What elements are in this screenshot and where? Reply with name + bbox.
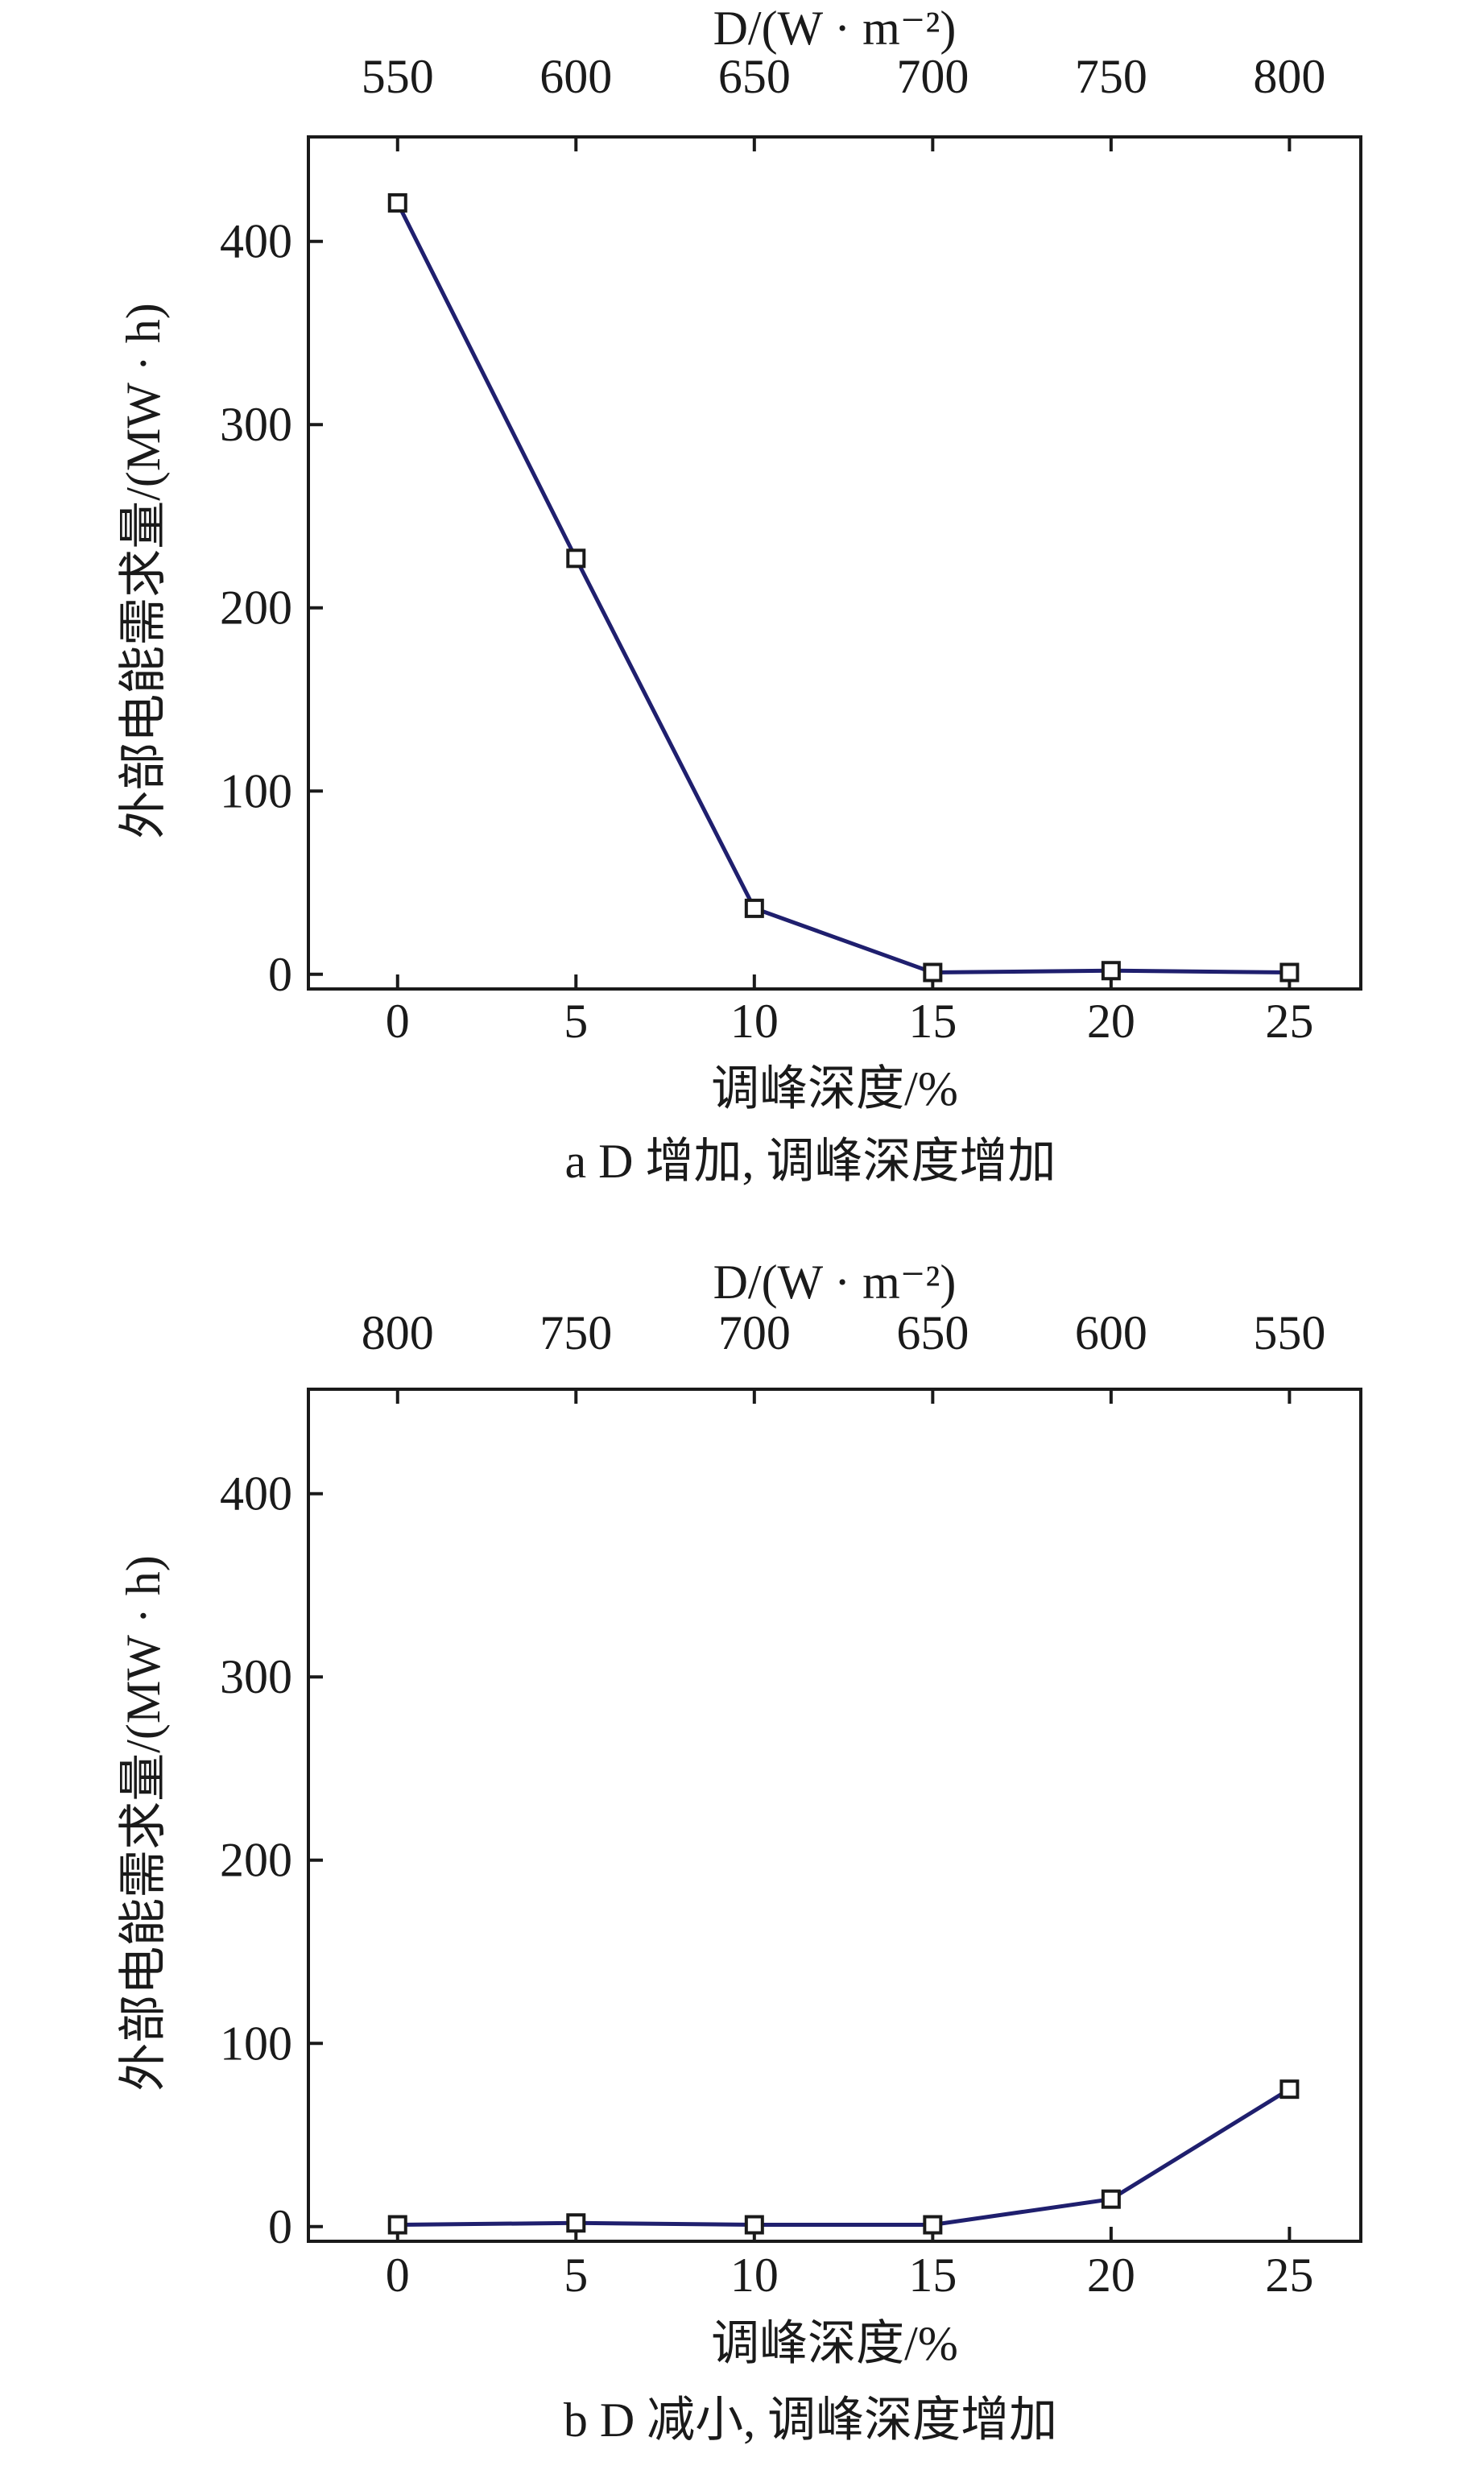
panel-caption: a D 增加, 调峰深度增加 — [565, 1135, 1056, 1188]
y-axis-title: 外部电能需求量/(MW · h) — [117, 303, 170, 839]
x-tick-label: 10 — [730, 995, 779, 1048]
top-x-tick-label: 600 — [539, 50, 612, 103]
y-tick-label: 200 — [220, 1834, 292, 1887]
chart-panel-b: 0 5 10 15 20 25 800 750 700 650 600 550 0 100 200 300 40… — [117, 1256, 1362, 2447]
data-point — [1279, 962, 1300, 983]
top-x-tick-label: 650 — [896, 1306, 969, 1359]
x-tick-label: 20 — [1087, 2249, 1135, 2302]
plot-frame — [307, 135, 1362, 991]
data-point — [566, 548, 586, 569]
top-x-axis-title: D/(W · m⁻²) — [713, 1256, 957, 1309]
x-tick-label: 25 — [1265, 995, 1313, 1048]
top-x-tick-label: 550 — [1253, 1306, 1325, 1359]
data-point — [923, 2215, 943, 2235]
x-tick-label: 15 — [908, 995, 957, 1048]
data-point — [387, 192, 407, 213]
top-x-tick-label: 650 — [718, 50, 791, 103]
data-point — [1101, 2189, 1121, 2209]
y-tick-label: 300 — [220, 1650, 292, 1703]
y-tick-label: 100 — [220, 2017, 292, 2070]
top-x-tick-label: 800 — [362, 1306, 434, 1359]
y-tick-label: 400 — [220, 1467, 292, 1520]
data-point — [1101, 961, 1121, 981]
data-point — [744, 2215, 764, 2235]
data-point — [387, 2215, 407, 2235]
y-axis-title: 外部电能需求量/(MW · h) — [117, 1555, 170, 2091]
top-x-tick-label: 550 — [362, 50, 434, 103]
top-x-axis-title: D/(W · m⁻²) — [713, 2, 957, 55]
y-tick-label: 200 — [220, 581, 292, 635]
panel-caption: b D 减小, 调峰深度增加 — [564, 2393, 1057, 2447]
top-x-tick-label: 600 — [1075, 1306, 1147, 1359]
data-point — [566, 2213, 586, 2233]
y-tick-label: 0 — [268, 2200, 292, 2253]
y-tick-label: 100 — [220, 764, 292, 817]
x-tick-label: 10 — [730, 2249, 779, 2302]
x-tick-label: 5 — [564, 2249, 588, 2302]
top-x-tick-label: 750 — [1075, 50, 1147, 103]
y-tick-label: 300 — [220, 398, 292, 451]
x-tick-label: 5 — [564, 995, 588, 1048]
top-x-tick-label: 700 — [896, 50, 969, 103]
x-tick-label: 25 — [1265, 2249, 1313, 2302]
x-axis-title: 调峰深度/% — [711, 2317, 958, 2370]
series-line — [395, 201, 1290, 975]
x-tick-label: 15 — [908, 2249, 957, 2302]
x-tick-label: 0 — [386, 2249, 410, 2302]
x-tick-label: 0 — [386, 995, 410, 1048]
data-point — [923, 962, 943, 983]
data-point — [744, 898, 764, 918]
y-tick-label: 400 — [220, 215, 292, 268]
plot-frame — [307, 1388, 1362, 2243]
x-tick-label: 20 — [1087, 995, 1135, 1048]
top-x-tick-label: 700 — [718, 1306, 791, 1359]
series-line — [397, 2087, 1291, 2228]
y-tick-label: 0 — [268, 948, 292, 1001]
chart-panel-a: 0 5 10 15 20 25 550 600 650 700 750 800 0 100 200 300 40… — [117, 2, 1362, 1188]
top-x-tick-label: 750 — [539, 1306, 612, 1359]
data-point — [1279, 2079, 1300, 2100]
x-axis-title: 调峰深度/% — [711, 1062, 958, 1115]
top-x-tick-label: 800 — [1253, 50, 1325, 103]
